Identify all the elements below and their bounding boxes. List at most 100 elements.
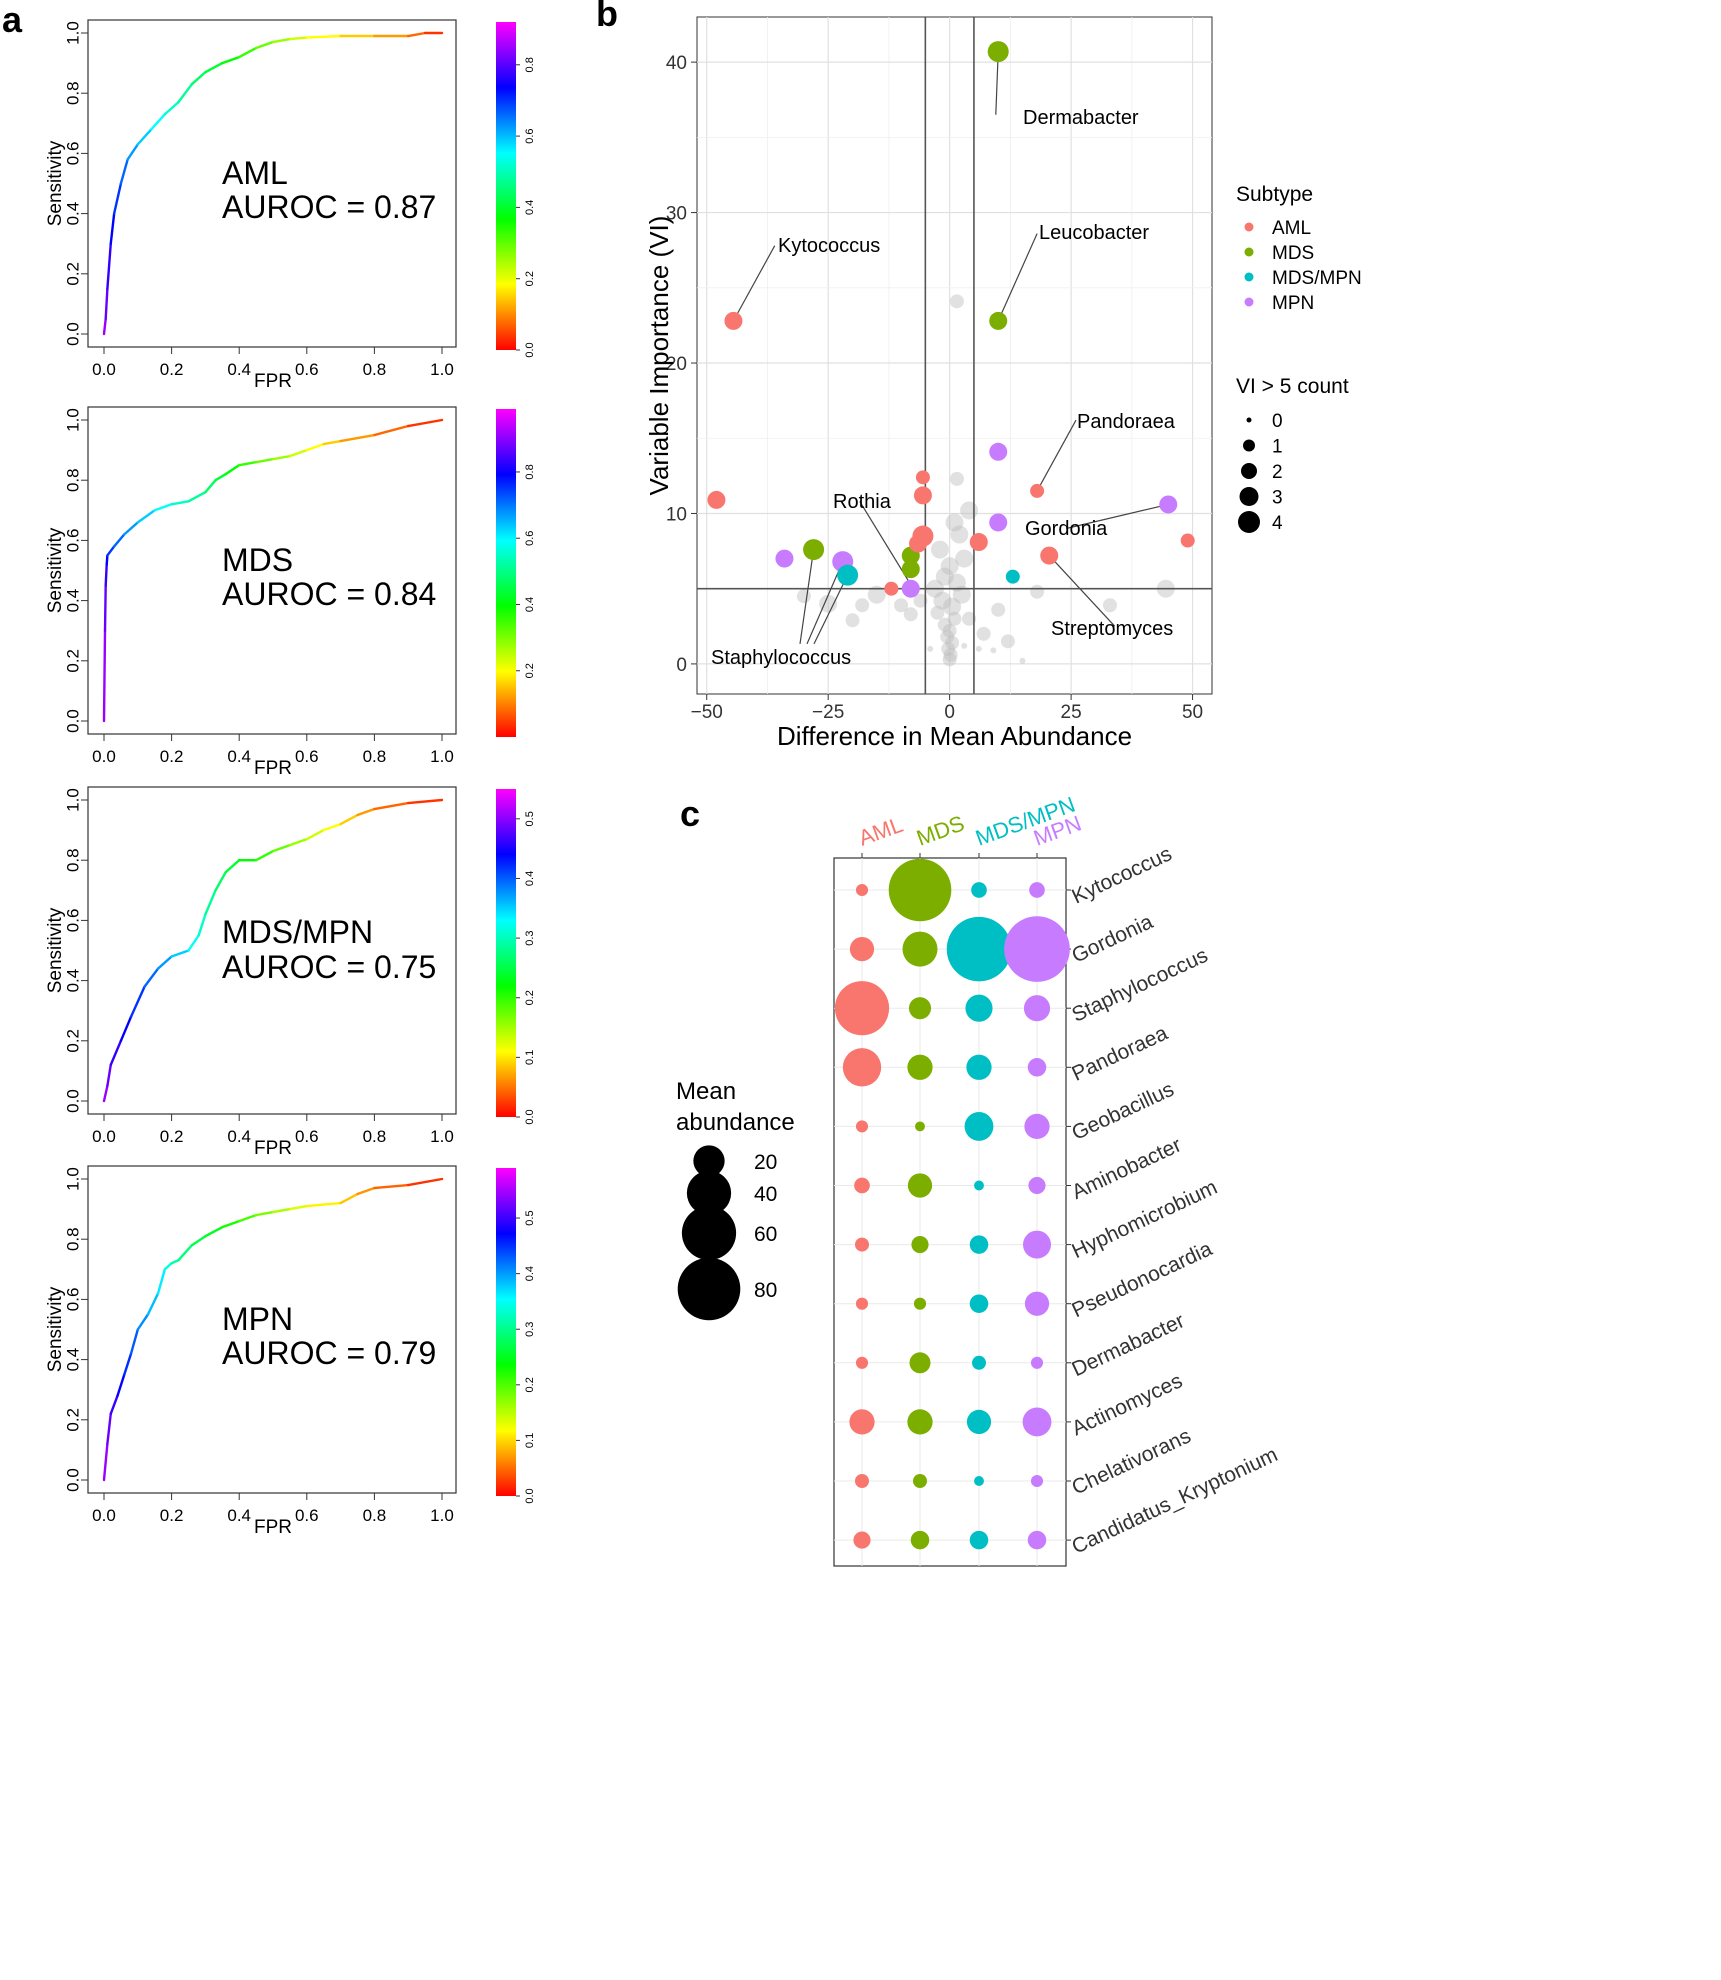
volcano-point-mpn: [775, 549, 794, 568]
roc-x-tick-label: 0.6: [295, 1127, 319, 1146]
dot-matrix-dot: [913, 1297, 927, 1310]
volcano-annotation-leader: [732, 245, 776, 322]
roc-curve-segment: [305, 442, 325, 452]
roc-curve-segment: [288, 837, 308, 847]
roc-curve-segment: [407, 1177, 444, 1187]
dot-matrix-dot: [1023, 995, 1051, 1022]
roc-curve-segment: [102, 629, 107, 723]
volcano-point-mpn: [1159, 495, 1178, 514]
legend-count-label: 0: [1272, 411, 1283, 432]
dot-matrix-row-label: Kytococcus: [1068, 842, 1175, 908]
dot-matrix-dot: [911, 1236, 929, 1254]
volcano-y-tick-label: 30: [666, 204, 687, 225]
volcano-point-aml: [912, 525, 934, 547]
roc-x-tick-label: 0.8: [363, 1506, 387, 1525]
volcano-point-background: [942, 652, 957, 667]
roc-y-tick-label: 0.4: [63, 1348, 82, 1372]
volcano-annotation-leader: [813, 574, 849, 645]
dot-matrix-dot: [966, 1409, 992, 1435]
roc-curve-segment: [254, 457, 275, 464]
roc-curve-segment: [237, 460, 258, 467]
dot-matrix-dot: [1027, 1058, 1047, 1077]
roc-curve-segment: [190, 70, 207, 86]
size-legend-dot: [681, 1205, 737, 1261]
roc-curve-segment: [237, 1213, 258, 1223]
legend-subtype-swatch: [1244, 247, 1254, 257]
volcano-point-aml: [1180, 533, 1195, 548]
roc-curve-segment: [339, 433, 376, 443]
volcano-annotation-leader: [1036, 419, 1077, 492]
roc-curve-segment: [271, 1207, 292, 1214]
volcano-annotation-label: Rothia: [833, 491, 892, 513]
dot-matrix-dot: [1029, 882, 1045, 898]
roc-colorbar-tick-label: 0.5: [524, 811, 536, 826]
roc-colorbar-tick-label: 0.3: [524, 1322, 536, 1337]
roc-curve-segment: [136, 128, 153, 146]
dot-matrix-row-label: Geobacillus: [1068, 1078, 1177, 1145]
legend-count-swatch: [1238, 511, 1260, 533]
volcano-point-background: [796, 589, 811, 604]
dot-matrix-dot: [971, 882, 987, 898]
roc-curve-segment: [305, 34, 342, 39]
dot-matrix-dot: [965, 994, 993, 1022]
volcano-point-background: [960, 501, 979, 520]
roc-panel-aml: 0.0 0.2 0.4 0.6 0.8 1.0 0.0 0.2 0.4 0.6 0.8 1.0 FPR S…: [45, 19, 536, 392]
size-legend-title-2: abundance: [676, 1109, 795, 1136]
roc-x-axis-label: FPR: [254, 758, 292, 779]
roc-curve-segment: [129, 985, 146, 1018]
dot-matrix-dot: [1024, 1291, 1050, 1316]
volcano-point-mds: [989, 311, 1008, 330]
roc-colorbar-tick-label: 0.0: [524, 1488, 536, 1503]
volcano-point-background: [955, 549, 974, 568]
volcano-point-background: [930, 605, 945, 620]
roc-panel-mds-mpn: 0.0 0.2 0.4 0.6 0.8 1.0 0.0 0.2 0.4 0.6 0.8 1.0 FPR S…: [45, 786, 536, 1159]
roc-curve-segment: [254, 40, 275, 50]
size-legend-dot: [693, 1145, 725, 1177]
volcano-point-mpn: [989, 442, 1008, 461]
roc-curve-segment: [109, 1394, 119, 1415]
roc-curve-segment: [373, 424, 410, 437]
roc-curve-segment: [112, 533, 126, 548]
dot-matrix-row-label: Candidatus_Kryptonium: [1068, 1443, 1281, 1559]
panel-label-a: a: [2, 0, 23, 40]
roc-x-tick-label: 0.8: [363, 747, 387, 766]
legend-count-label: 4: [1272, 513, 1283, 534]
roc-curve-segment: [305, 828, 325, 841]
volcano-point-background: [943, 597, 962, 616]
volcano-point-background: [949, 294, 964, 309]
dot-matrix-dot: [974, 1476, 984, 1486]
roc-y-axis-label: Sensitivity: [45, 907, 66, 993]
roc-curve-segment: [153, 503, 173, 512]
legend-count-swatch: [1239, 487, 1259, 506]
roc-curve-segment: [288, 36, 308, 41]
roc-y-tick-label: 0.0: [63, 322, 82, 346]
roc-x-tick-label: 0.4: [227, 1506, 251, 1525]
volcano-point-background: [937, 617, 952, 632]
roc-colorbar-tick-label: 0.3: [524, 930, 536, 945]
dot-matrix-dot: [1022, 1407, 1052, 1437]
roc-curve-segment: [214, 871, 227, 892]
size-legend-label: 40: [754, 1183, 777, 1206]
roc-curve-segment: [356, 1186, 376, 1196]
roc-x-tick-label: 1.0: [430, 360, 454, 379]
roc-curve-segment: [271, 843, 292, 853]
roc-curve-segment: [224, 859, 241, 874]
legend-subtype-label: MPN: [1272, 293, 1314, 314]
roc-y-tick-label: 0.8: [63, 1227, 82, 1251]
roc-curve-segment: [116, 1373, 126, 1397]
legend-count-swatch: [1241, 463, 1257, 479]
roc-curve-segment: [156, 955, 173, 970]
volcano-point-aml: [969, 533, 988, 552]
dot-matrix-dot: [1030, 1474, 1044, 1488]
volcano-annotation-label: Dermabacter: [1023, 107, 1139, 129]
roc-x-tick-label: 0.0: [92, 1127, 116, 1146]
roc-curve-segment: [356, 807, 376, 817]
roc-x-tick-label: 1.0: [430, 1127, 454, 1146]
roc-curve-segment: [102, 317, 107, 336]
roc-plot-frame: [87, 786, 457, 1115]
size-legend-title: Mean: [676, 1078, 736, 1105]
roc-curve-segment: [204, 479, 217, 494]
size-legend-dot: [677, 1257, 741, 1321]
size-legend-label: 60: [754, 1223, 777, 1246]
roc-curve-segment: [271, 454, 292, 461]
